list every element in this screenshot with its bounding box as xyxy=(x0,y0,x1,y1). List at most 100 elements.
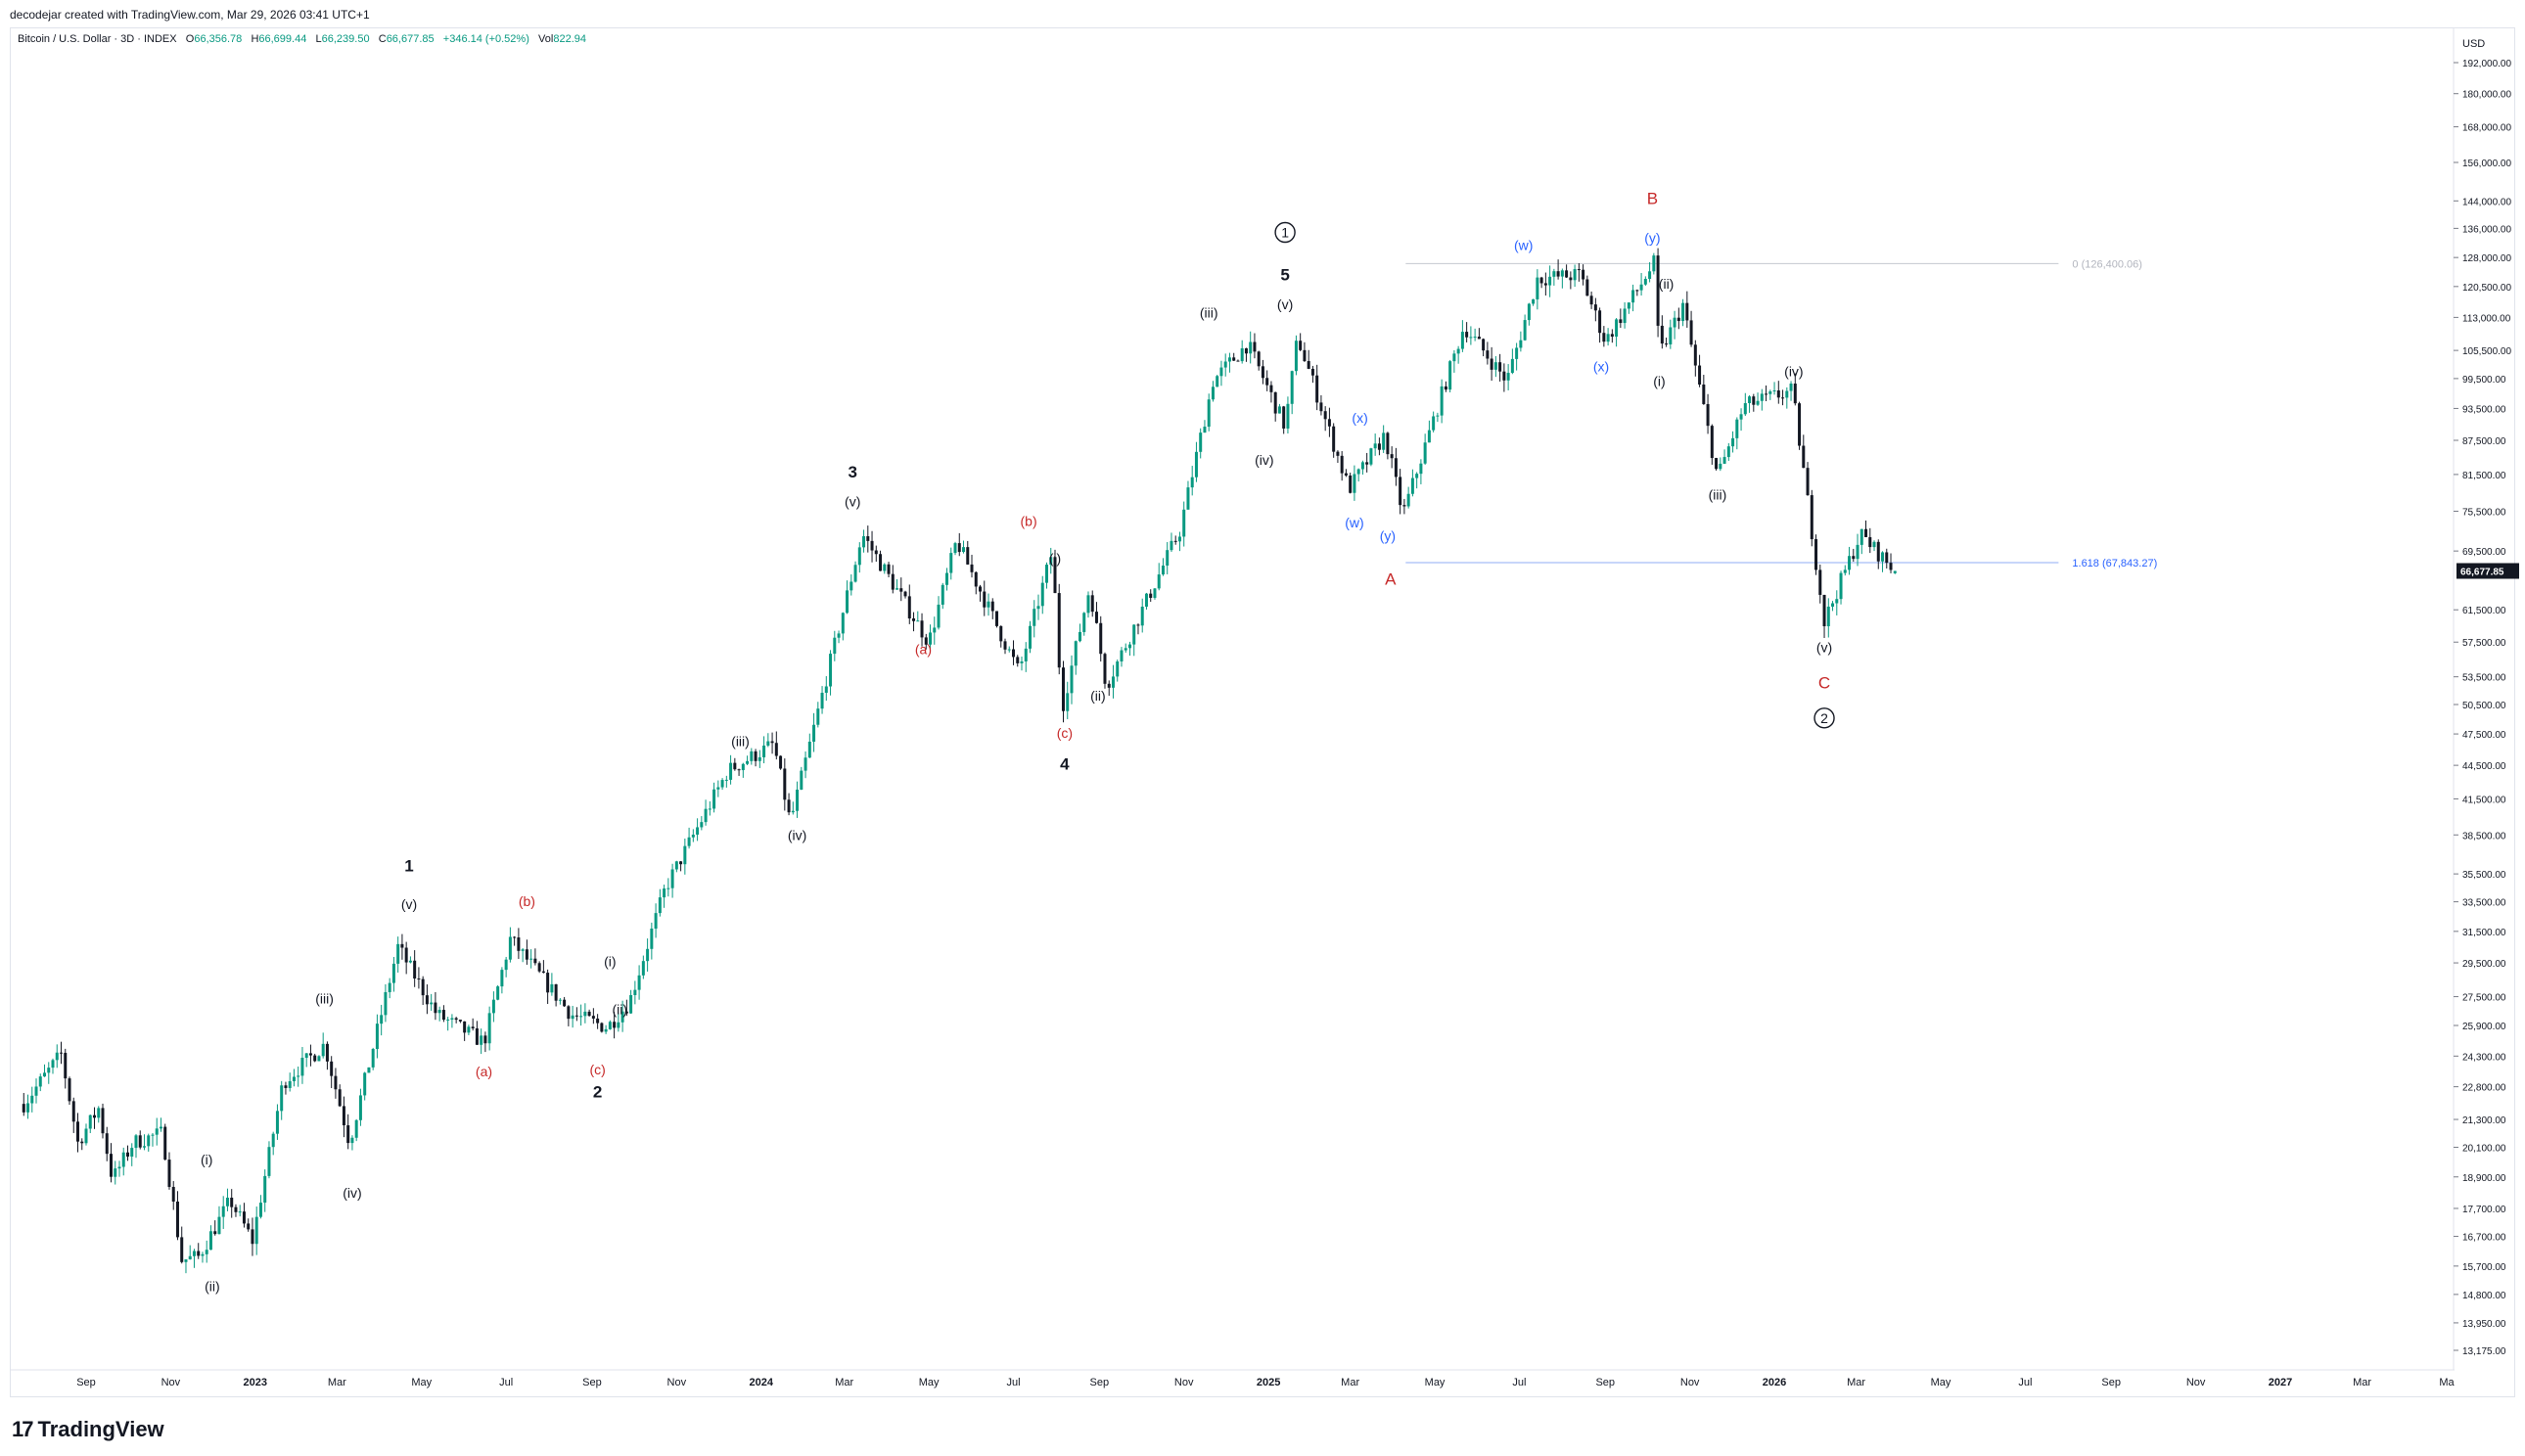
wave-label: (c) xyxy=(589,1062,605,1077)
candle-body xyxy=(1486,350,1490,359)
wave-label: (x) xyxy=(1593,359,1609,375)
candle-body xyxy=(1889,563,1893,570)
candle-body xyxy=(421,978,425,996)
candle-body xyxy=(833,637,837,655)
candle-body xyxy=(496,986,500,1000)
candle-body xyxy=(138,1135,142,1148)
currency-label: USD xyxy=(2462,38,2485,50)
candle-body xyxy=(251,1229,254,1245)
candle-body xyxy=(1498,362,1502,372)
candle-body xyxy=(1532,298,1536,304)
candle-body xyxy=(1294,341,1298,372)
candle-body xyxy=(1885,552,1889,564)
candle-body xyxy=(1386,432,1390,455)
candle-body xyxy=(280,1085,284,1112)
wave-label-circle xyxy=(1274,221,1296,244)
price-tick-label: 31,500.00 xyxy=(2462,928,2506,938)
candle-body xyxy=(1382,432,1386,450)
candle-body xyxy=(1735,419,1739,438)
candle-body xyxy=(117,1166,121,1169)
high-value: 66,699.44 xyxy=(258,33,307,45)
candle-body xyxy=(159,1126,162,1129)
candle-body xyxy=(292,1076,296,1081)
candle-body xyxy=(446,1019,450,1021)
wave-label: (a) xyxy=(915,641,932,657)
wave-label: (v) xyxy=(1277,296,1293,312)
candle-body xyxy=(1848,556,1852,570)
time-tick-label: Sep xyxy=(1090,1377,1110,1388)
price-tick-label: 61,500.00 xyxy=(2462,606,2506,616)
candle-body xyxy=(34,1086,38,1096)
candle-body xyxy=(1177,536,1181,542)
candle-body xyxy=(770,741,774,744)
candle-body xyxy=(1090,595,1094,613)
price-tick-label: 53,500.00 xyxy=(2462,673,2506,684)
time-tick-label: May xyxy=(1425,1377,1446,1388)
candle-body xyxy=(1619,319,1623,324)
candle-body xyxy=(803,757,807,771)
candle-body xyxy=(1111,676,1115,688)
candle-body xyxy=(1610,334,1614,338)
candle-body xyxy=(1082,613,1086,632)
candle-body xyxy=(1161,566,1165,575)
candle-body xyxy=(1490,358,1493,370)
candle-body xyxy=(238,1211,242,1213)
candle-body xyxy=(134,1135,138,1149)
candle-body xyxy=(654,913,658,930)
candle-body xyxy=(1349,475,1353,493)
candle-body xyxy=(1353,474,1356,493)
candle-body xyxy=(487,1013,491,1044)
candle-body xyxy=(213,1231,217,1235)
candle-body xyxy=(1560,270,1564,277)
candle-body xyxy=(816,708,820,725)
candle-body xyxy=(1066,693,1070,711)
candle-body xyxy=(1676,317,1680,322)
wave-label: (v) xyxy=(1816,640,1832,656)
wave-label: 1 xyxy=(404,856,413,875)
candle-body xyxy=(1719,463,1722,470)
candle-body xyxy=(1798,403,1802,446)
candle-body xyxy=(1144,593,1148,608)
chart-area[interactable] xyxy=(10,27,2515,1397)
candle-body xyxy=(646,948,650,962)
candle-body xyxy=(1585,279,1589,296)
candle-body xyxy=(1643,278,1647,285)
candle-body xyxy=(945,572,949,585)
candle-body xyxy=(1290,371,1294,404)
candle-body xyxy=(633,989,637,995)
candle-body xyxy=(1016,657,1020,663)
candle-body xyxy=(425,995,429,1005)
candle-body xyxy=(1236,360,1240,362)
candle-body xyxy=(304,1053,308,1059)
candle-body xyxy=(1369,448,1373,465)
candle-body xyxy=(962,547,966,553)
candle-body xyxy=(658,897,662,914)
candle-body xyxy=(404,947,408,963)
time-tick-label: 2025 xyxy=(1257,1377,1280,1388)
price-tick-label: 144,000.00 xyxy=(2462,197,2511,207)
candle-body xyxy=(1036,606,1040,610)
candle-body xyxy=(1739,414,1743,420)
candle-body xyxy=(1669,327,1673,344)
candle-body xyxy=(121,1152,125,1167)
candle-body xyxy=(184,1259,188,1262)
tradingview-logo[interactable]: 17 TradingView xyxy=(12,1417,164,1442)
candle-body xyxy=(812,724,816,742)
wave-label: (v) xyxy=(401,896,417,912)
candle-body xyxy=(629,994,633,1014)
candle-body xyxy=(125,1152,129,1158)
candle-body xyxy=(338,1089,342,1107)
candle-body xyxy=(1253,341,1257,352)
time-tick-label: Nov xyxy=(2186,1377,2206,1388)
candle-body xyxy=(1893,570,1897,573)
wave-label: 1 xyxy=(1281,224,1289,240)
candle-body xyxy=(1698,365,1702,386)
candle-body xyxy=(1244,347,1248,354)
candle-body xyxy=(1460,332,1464,349)
candle-body xyxy=(217,1216,221,1235)
candle-body xyxy=(1124,648,1127,651)
candle-body xyxy=(1881,552,1885,562)
candle-body xyxy=(596,1018,600,1024)
candle-body xyxy=(1223,361,1227,368)
